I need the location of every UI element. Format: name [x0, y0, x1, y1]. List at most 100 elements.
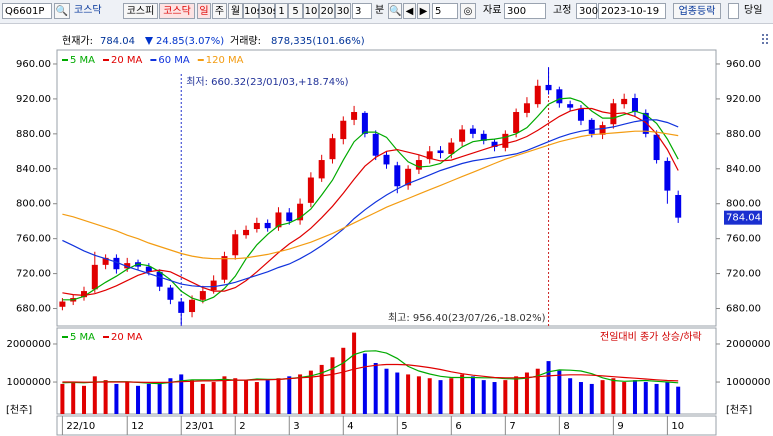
candle-body — [513, 112, 520, 133]
code-input[interactable]: Q6601P — [2, 3, 52, 19]
today-checkbox[interactable] — [728, 3, 739, 19]
candle-body — [318, 160, 325, 179]
period-button[interactable]: 일 — [197, 3, 211, 19]
volume-bar — [244, 380, 249, 414]
volume-bar — [395, 372, 400, 414]
volume-bar — [438, 380, 443, 414]
volume-bar — [481, 380, 486, 414]
volume-ma-line — [62, 350, 679, 385]
volume-unit: [천주] — [6, 404, 32, 416]
prev-button[interactable]: ◀ — [403, 3, 416, 19]
candle-body — [675, 194, 682, 218]
candle-body — [534, 85, 541, 105]
x-tick-label: 8 — [563, 421, 569, 432]
candle-body — [307, 177, 314, 203]
candle-body — [81, 291, 88, 298]
search-button[interactable]: 🔍 — [54, 3, 70, 19]
volume-bar — [200, 383, 205, 414]
volume-bar — [611, 378, 616, 414]
volume-bar — [568, 378, 573, 414]
y-tick-label: 760.00 — [16, 234, 51, 245]
candle-body — [253, 222, 260, 230]
today-label: 당일 — [744, 5, 763, 16]
period-button[interactable]: 5 — [288, 3, 303, 19]
period-button[interactable]: 월 — [228, 3, 243, 19]
x-axis-panel — [56, 415, 717, 436]
y-tick-label: 880.00 — [16, 129, 51, 140]
industry-button[interactable]: 업종등락 — [673, 3, 721, 19]
interval-input[interactable]: 3 — [352, 3, 372, 19]
candle-body — [340, 120, 347, 140]
y-tick-label: 720.00 — [16, 269, 51, 280]
candle-body — [102, 257, 109, 265]
volume-bar — [373, 363, 378, 414]
market-button[interactable]: 코스닥 — [159, 3, 195, 19]
period-button[interactable]: 30 — [335, 3, 351, 19]
volume-bar — [92, 376, 97, 414]
y-tick-label: 880.00 — [726, 129, 761, 140]
chart-layer: 현재가: 784.04 24.85(3.07%) 거래량: 878,335(10… — [6, 34, 771, 436]
volume-note: 전일대비 종가 상승/하락 — [600, 330, 702, 343]
volume-bar — [330, 357, 335, 414]
step-input[interactable]: 5 — [432, 3, 458, 19]
high-annotation: 최고: 956.40(23/07/26,-18.02%) — [388, 312, 546, 324]
volume-bar — [546, 361, 551, 414]
volume-bar — [82, 385, 87, 414]
volume-bar — [157, 382, 162, 414]
candle-body — [59, 301, 66, 307]
volume-bar — [103, 380, 108, 414]
period-button[interactable]: 10s — [243, 3, 262, 19]
period-button[interactable]: 30s — [259, 3, 278, 19]
candle-body — [199, 291, 206, 300]
candle-body — [415, 160, 422, 170]
data-count-select[interactable]: 300 — [504, 3, 546, 19]
candle-body — [210, 280, 217, 291]
candle-body — [523, 103, 530, 113]
volume-bar — [352, 332, 357, 414]
y-tick-label: 960.00 — [16, 59, 51, 70]
volume-bar — [319, 364, 324, 414]
volume-bar — [362, 353, 367, 414]
candle-body — [642, 112, 649, 134]
next-button[interactable]: ▶ — [417, 3, 430, 19]
volume-bar — [265, 380, 270, 414]
period-button[interactable]: 20 — [319, 3, 335, 19]
data-label: 자료 — [483, 5, 502, 16]
candle-body — [189, 299, 196, 313]
y-tick-label: 800.00 — [16, 199, 51, 210]
period-button[interactable]: 10 — [303, 3, 319, 19]
candle-body — [556, 89, 563, 104]
candle-body — [286, 212, 293, 222]
candle-body — [113, 257, 120, 270]
y-tick-label: 680.00 — [16, 304, 51, 315]
volume-bar — [654, 383, 659, 414]
menu-icon — [762, 34, 768, 44]
fixed-count-input[interactable]: 300 — [576, 3, 598, 19]
volume-bar — [643, 382, 648, 414]
candle-body — [448, 142, 455, 154]
candle-body — [459, 129, 466, 142]
current-price-label: 784.04 — [726, 213, 761, 224]
period-button[interactable]: 1 — [275, 3, 288, 19]
candle-body — [351, 112, 358, 120]
volume-bar — [168, 378, 173, 414]
market-button[interactable]: 코스피 — [123, 3, 158, 19]
y-tick-label: 920.00 — [16, 94, 51, 105]
option-button[interactable]: ◎ — [460, 3, 476, 19]
zoom-button[interactable]: 🔍 — [388, 3, 402, 19]
candle-body — [469, 128, 476, 134]
period-button[interactable]: 주 — [212, 3, 227, 19]
candle-body — [145, 266, 152, 272]
y-tick-label: 2000000 — [726, 339, 771, 350]
x-tick-label: 23/01 — [185, 421, 214, 432]
x-tick-label: 4 — [347, 421, 353, 432]
low-annotation: 최저: 660.32(23/01/03,+18.74%) — [186, 76, 348, 88]
legend-label: 120 MA — [206, 55, 244, 66]
date-select[interactable]: 2023-10-19 — [598, 3, 666, 19]
volume-bar — [524, 372, 529, 414]
candle-body — [264, 222, 271, 229]
x-tick-label: 3 — [293, 421, 299, 432]
volume-bar — [136, 385, 141, 414]
volume-bar — [308, 370, 313, 414]
down-arrow — [145, 37, 153, 45]
